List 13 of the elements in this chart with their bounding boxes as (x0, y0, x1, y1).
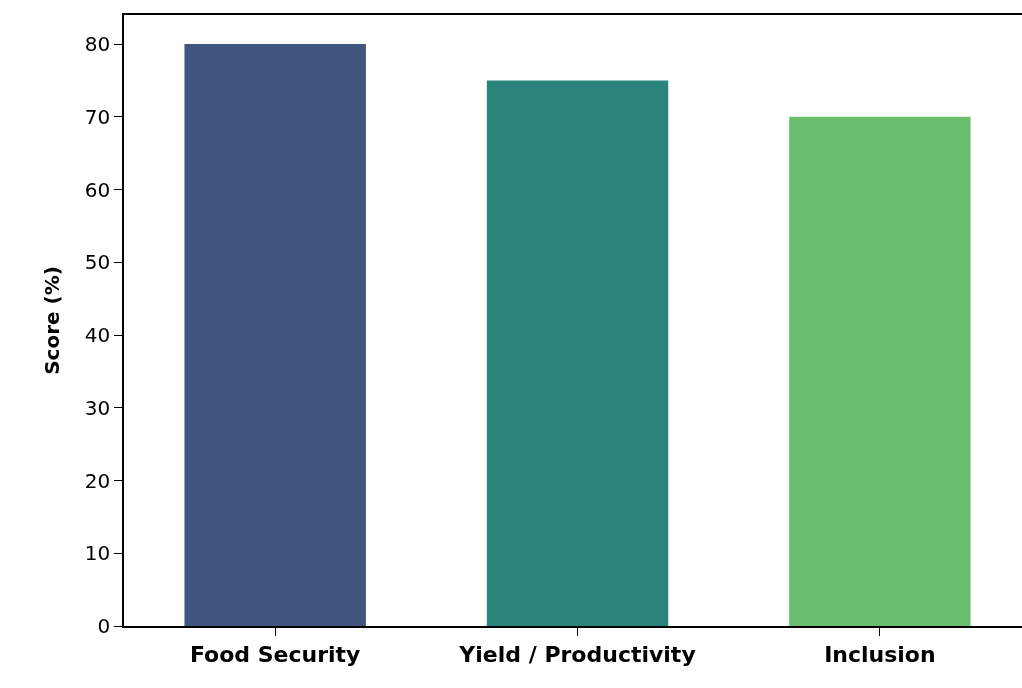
x-tick-label: Food Security (189, 642, 361, 668)
y-tick-label: 30 (84, 395, 111, 420)
y-tick-label: 10 (84, 541, 111, 566)
x-tick-label: Inclusion (824, 642, 936, 668)
y-tick-label: 80 (84, 32, 111, 57)
x-tick-label: Yield / Productivity (458, 642, 696, 668)
y-tick-label: 70 (84, 104, 111, 129)
y-tick-label: 0 (97, 614, 111, 638)
y-tick-label: 40 (84, 323, 111, 348)
y-tick-label: 50 (84, 250, 111, 275)
y-axis-title: Score (%) (39, 266, 64, 375)
y-tick-label: 60 (84, 177, 111, 202)
y-tick-label: 20 (84, 468, 111, 493)
